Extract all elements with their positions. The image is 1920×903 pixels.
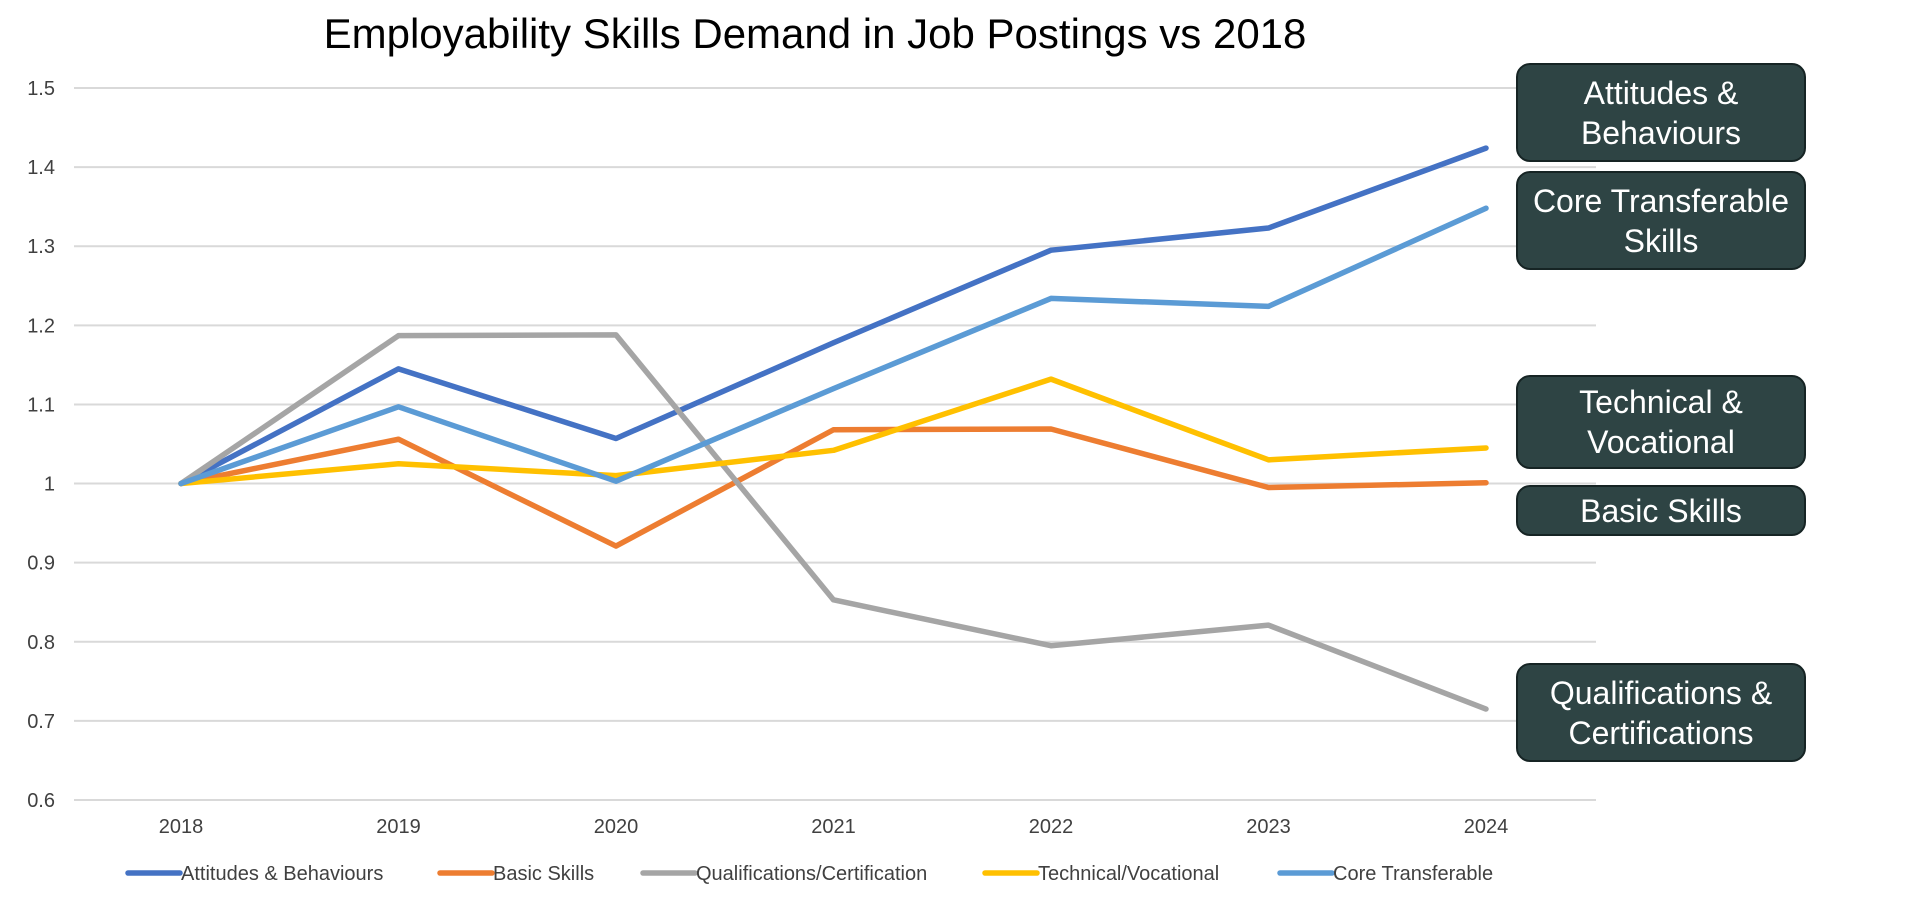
data-point [1266,485,1271,491]
y-tick-label: 1.4 [27,157,55,179]
data-point [613,435,619,441]
legend-label: Core Transferable [1333,863,1493,885]
data-point [1266,457,1271,463]
data-point [396,366,401,372]
data-point [831,597,836,603]
data-point [396,461,401,467]
data-point [613,332,619,338]
data-point [1048,247,1054,253]
data-point [613,478,619,484]
data-point [178,481,184,487]
series-line [178,145,1489,487]
annotation-line: Qualifications & [1549,674,1773,711]
data-point [613,543,619,549]
y-tick-label: 1.2 [27,315,55,337]
data-point [831,340,836,346]
annotation-line: Attitudes & Behaviours [1580,74,1742,151]
data-point [1483,145,1489,151]
data-point [1048,426,1054,432]
annotation-line: Basic Skills [1580,492,1742,529]
y-tick-label: 1.1 [27,394,55,416]
data-point [831,427,836,433]
x-tick-label: 2021 [811,816,856,838]
x-tick-label: 2024 [1464,816,1509,838]
data-point [1483,480,1489,486]
data-point [396,404,401,410]
legend-label: Basic Skills [493,863,594,885]
y-tick-label: 1.5 [27,78,55,100]
annotation-line: Skills [1623,222,1699,259]
legend-label: Technical/Vocational [1038,863,1219,885]
annotation-core-transferable-skills: Core Transferable Skills [1516,171,1806,270]
data-point [396,333,401,339]
chart-title: Employability Skills Demand in Job Posti… [324,10,1307,57]
legend-label: Attitudes & Behaviours [181,863,383,885]
annotation-technical-vocational: Technical & Vocational [1516,375,1806,469]
data-point [1266,225,1271,231]
data-point [1266,622,1271,628]
x-tick-label: 2023 [1246,816,1291,838]
y-tick-label: 1 [44,474,55,496]
data-point [1048,295,1054,301]
data-point [613,473,619,479]
y-tick-label: 0.7 [27,711,55,733]
x-tick-label: 2022 [1029,816,1074,838]
x-tick-label: 2018 [159,816,204,838]
legend-label: Qualifications/Certification [696,863,927,885]
data-point [1048,376,1054,382]
data-point [831,386,836,392]
x-tick-label: 2019 [376,816,421,838]
x-tick-label: 2020 [594,816,639,838]
annotation-attitudes-behaviours: Attitudes & Behaviours [1516,63,1806,162]
y-tick-label: 0.8 [27,632,55,654]
annotation-line: Certifications [1568,714,1754,751]
data-point [1048,643,1054,649]
annotation-line: Core Transferable [1532,182,1790,219]
data-point [1483,706,1489,712]
series-line [178,426,1489,549]
y-tick-label: 0.9 [27,553,55,575]
annotation-basic-skills: Basic Skills [1516,485,1806,536]
data-point [831,447,836,453]
data-point [396,436,401,442]
y-tick-label: 0.6 [27,790,55,812]
annotation-line: Technical & Vocational [1579,384,1743,460]
data-point [1483,445,1489,451]
data-point [1483,205,1489,211]
data-point [1266,303,1271,309]
annotation-qualifications-certifications: Qualifications & Certifications [1516,663,1806,762]
y-tick-label: 1.3 [27,236,55,258]
